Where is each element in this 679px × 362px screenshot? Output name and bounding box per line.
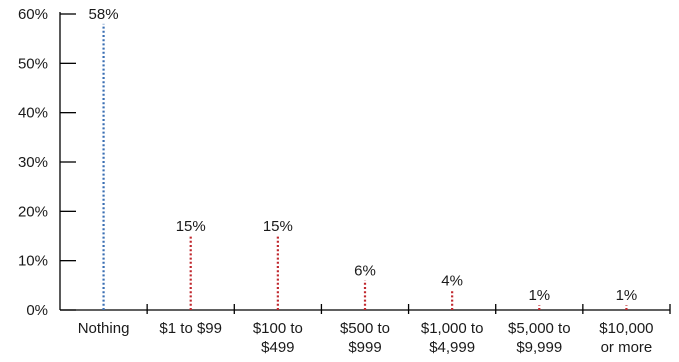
x-category-label: Nothing [78,320,130,337]
y-tick-label: 10% [18,253,48,270]
data-label: 58% [89,6,119,23]
y-axis-ticks: 0% 10% 20% 30% 40% 50% 60% [18,6,76,319]
x-category-label-line: $999 [348,339,381,356]
x-category-label-line: $499 [261,339,294,356]
data-label: 4% [441,272,463,289]
x-category-label: $100 to $499 [253,320,303,356]
x-category-label: $5,000 to $9,999 [508,320,571,356]
data-label: 1% [616,287,638,304]
x-category-label-line: $4,999 [429,339,475,356]
y-tick-label: 40% [18,105,48,122]
x-category-label-line: $100 to [253,320,303,337]
y-tick-label: 0% [26,302,48,319]
x-category-label-line: or more [601,339,653,356]
x-category-label-line: $500 to [340,320,390,337]
x-category-label: $1,000 to $4,999 [421,320,484,356]
x-category-label-line: $9,999 [516,339,562,356]
x-category-label-line: $1 to $99 [159,320,222,337]
x-category-label: $10,000 or more [599,320,653,356]
y-tick-label: 60% [18,6,48,23]
x-category-label-line: Nothing [78,320,130,337]
x-category-label-line: $1,000 to [421,320,484,337]
x-category-label-line: $10,000 [599,320,653,337]
x-category-label: $500 to $999 [340,320,390,356]
y-tick-label: 30% [18,154,48,171]
data-label: 15% [176,218,206,235]
x-axis-ticks: Nothing $1 to $99 $100 to $499 $500 to $999 $1… [78,304,671,356]
y-tick-label: 20% [18,203,48,220]
x-category-label: $1 to $99 [159,320,222,337]
data-label: 6% [354,262,376,279]
data-label: 1% [528,287,550,304]
data-labels: 58% 15% 15% 6% 4% 1% 1% [89,6,638,304]
data-label: 15% [263,218,293,235]
data-series [102,23,628,310]
y-tick-label: 50% [18,55,48,72]
x-category-label-line: $5,000 to [508,320,571,337]
